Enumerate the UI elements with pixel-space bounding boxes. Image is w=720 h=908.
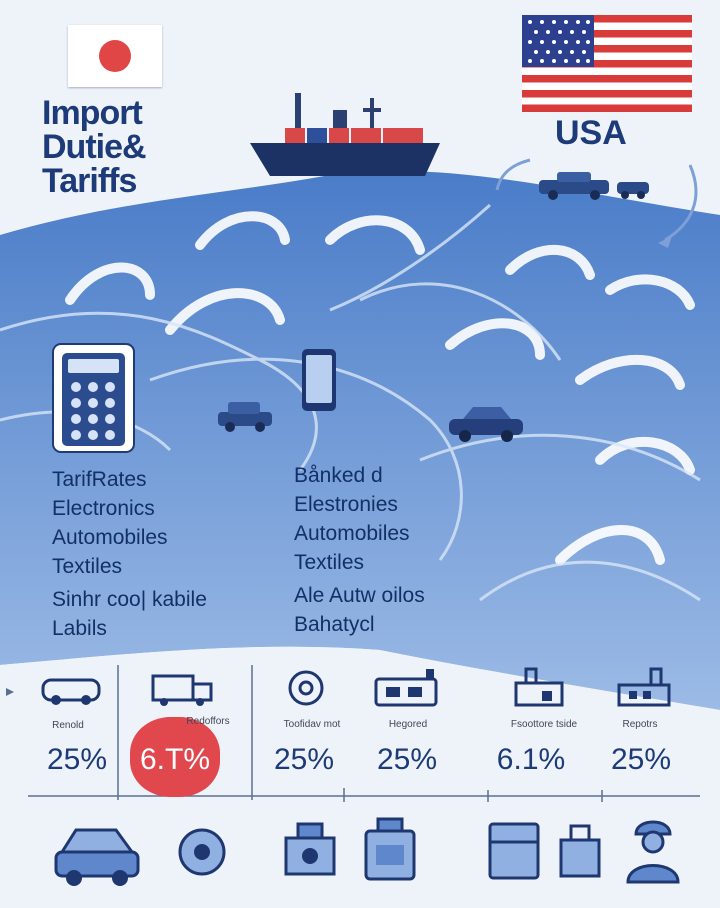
tariff-rate-value: 6.T% bbox=[139, 743, 211, 776]
tariff-rate-value: 25% bbox=[273, 743, 335, 776]
tariff-rate-value: 25% bbox=[610, 743, 672, 776]
factory-icon bbox=[514, 667, 564, 707]
car-icon bbox=[539, 172, 649, 200]
list-item: Textiles bbox=[294, 551, 365, 574]
cabinet-icon bbox=[488, 822, 540, 880]
car-icon bbox=[449, 407, 523, 442]
list-item: Electronics bbox=[52, 497, 155, 520]
car-icon bbox=[41, 678, 101, 705]
category-label: Renold bbox=[52, 720, 84, 731]
list-item: Textiles bbox=[52, 555, 123, 578]
list-item: Automobiles bbox=[294, 522, 410, 545]
cargo-ship-icon bbox=[250, 93, 440, 176]
tariff-list-right: Bånked d Elestronies Automobiles Textile… bbox=[294, 461, 425, 639]
category-label: Toofidav mot bbox=[283, 719, 341, 730]
gauge-icon bbox=[178, 828, 226, 876]
list-item: Automobiles bbox=[52, 526, 168, 549]
gauge-icon bbox=[288, 670, 324, 706]
machine-icon bbox=[374, 669, 438, 707]
calculator-icon bbox=[52, 343, 135, 453]
list-item: Labils bbox=[52, 617, 107, 640]
worker-icon bbox=[626, 820, 680, 884]
list-item: Sinhr coo| kabile bbox=[52, 588, 207, 611]
car-icon bbox=[218, 402, 272, 432]
title-line-2: Dutie& bbox=[42, 128, 147, 166]
japan-flag-icon bbox=[68, 25, 162, 87]
tariff-rate-value: 25% bbox=[376, 743, 438, 776]
category-label: Hegored bbox=[388, 719, 428, 730]
title-line-1: Import bbox=[42, 94, 143, 132]
list-item: Ale Autw oilos bbox=[294, 584, 425, 607]
list-item: Elestronies bbox=[294, 493, 398, 516]
title-line-3: Tariffs bbox=[42, 162, 137, 200]
category-label: Redoffors bbox=[186, 716, 230, 727]
list-item: TarifRates bbox=[52, 468, 147, 491]
factory-icon bbox=[617, 667, 671, 707]
car-icon bbox=[54, 828, 140, 886]
country-label: USA bbox=[555, 114, 627, 152]
category-label: Fsoottore tside bbox=[510, 719, 578, 730]
list-item: Bahatycl bbox=[294, 613, 375, 636]
highlight-badge bbox=[130, 717, 220, 797]
machine-icon bbox=[364, 817, 416, 881]
list-item: Bånked d bbox=[294, 464, 383, 487]
truck-icon bbox=[151, 674, 213, 706]
category-label: Repotrs bbox=[622, 719, 658, 730]
tariff-rate-value: 25% bbox=[46, 743, 108, 776]
tariff-rate-value: 6.1% bbox=[496, 743, 566, 776]
machine-icon bbox=[284, 822, 336, 876]
usa-flag-icon bbox=[522, 15, 692, 112]
tariff-list-left: TarifRates Electronics Automobiles Texti… bbox=[52, 465, 207, 643]
machine-icon bbox=[559, 824, 601, 878]
page-title: Import Dutie& Tariffs bbox=[42, 96, 232, 198]
smartphone-icon bbox=[302, 349, 336, 411]
